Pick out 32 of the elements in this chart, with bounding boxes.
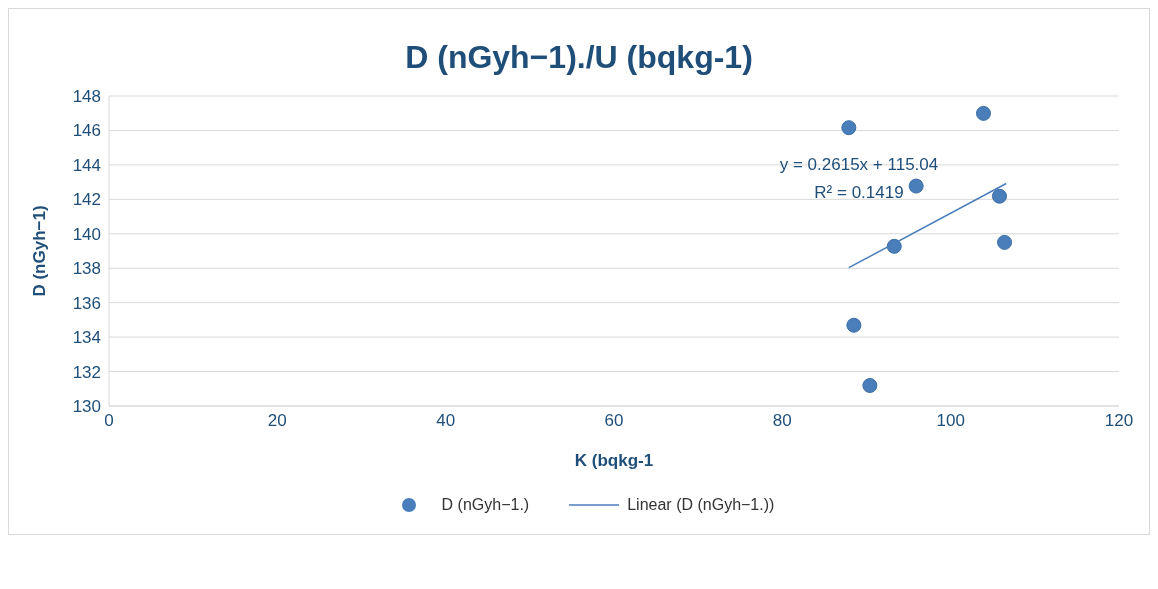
y-tick-label: 140: [72, 224, 101, 244]
point: [846, 317, 862, 333]
point: [862, 378, 878, 394]
point: [991, 188, 1007, 204]
y-tick-label: 130: [72, 397, 101, 417]
point: [997, 234, 1013, 250]
x-tick-label: 120: [1104, 411, 1134, 431]
y-tick-label: 136: [72, 293, 101, 313]
point: [975, 105, 991, 121]
y-tick-label: 132: [72, 362, 101, 382]
y-tick-label: 134: [72, 328, 101, 348]
point: [908, 178, 924, 194]
x-tick-label: 100: [936, 411, 965, 431]
legend-label: D (nGyh−1.): [441, 496, 530, 514]
x-axis-title: K (bqkg-1: [574, 451, 654, 470]
legend-label: Linear (D (nGyh−1.)): [627, 496, 775, 514]
y-tick-label: 148: [72, 87, 101, 107]
y-axis-title: D (nGyh−1): [30, 205, 50, 297]
x-tick-label: 60: [604, 411, 624, 431]
y-tick-label: 142: [72, 190, 101, 210]
y-tick-label: 146: [72, 121, 101, 141]
annotation: y = 0.2615x + 115.04: [778, 154, 940, 176]
y-tick-label: 138: [72, 259, 101, 279]
point: [886, 238, 902, 254]
y-tick-label: 144: [72, 155, 101, 175]
x-tick-label: 40: [436, 411, 456, 431]
x-tick-label: 0: [104, 411, 114, 431]
point: [841, 120, 857, 136]
x-tick-label: 80: [772, 411, 792, 431]
chart-title: D (nGyh−1)./U (bqkg-1): [404, 38, 754, 77]
x-tick-label: 20: [267, 411, 287, 431]
annotation: R² = 0.1419: [813, 182, 905, 204]
